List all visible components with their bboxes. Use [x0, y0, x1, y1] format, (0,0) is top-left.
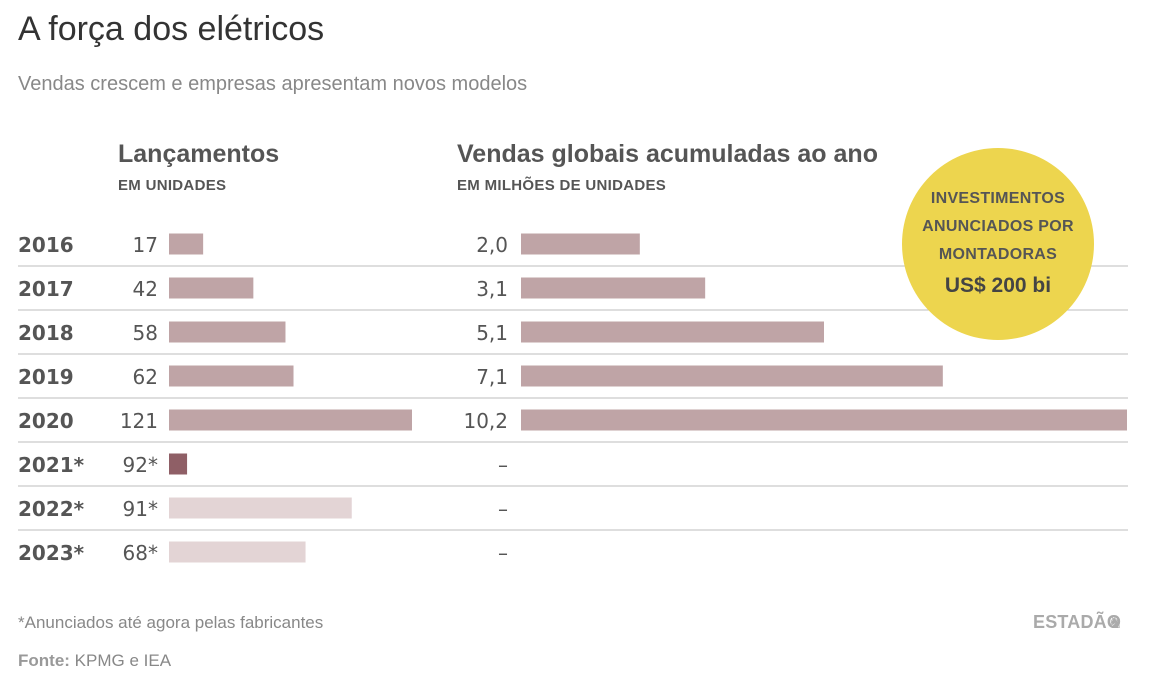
sales-value-label: 10,2: [463, 409, 508, 433]
footnote: *Anunciados até agora pelas fabricantes: [18, 613, 324, 632]
launches-value-label: 68*: [123, 541, 158, 565]
launches-panel-unit: EM UNIDADES: [118, 177, 227, 194]
launches-value-label: 58: [133, 321, 158, 345]
launches-value-label: 121: [120, 409, 158, 433]
year-label: 2017: [18, 277, 74, 301]
launches-bar: [169, 277, 254, 299]
sales-panel-title: Vendas globais acumuladas ao ano: [457, 140, 878, 168]
year-label: 2019: [18, 365, 74, 389]
year-label: 2022*: [18, 497, 85, 521]
callout-line: MONTADORAS: [938, 246, 1058, 263]
bar-chart: 2016 17 2,0 2017 42 3,1 2018 58 5,1 2019 62 7,1 2020…: [18, 233, 1128, 565]
launches-bar: [169, 233, 204, 255]
year-label: 2023*: [18, 541, 85, 565]
launches-value-label: 62: [133, 365, 158, 389]
investment-callout: INVESTIMENTOS ANUNCIADOS POR MONTADORAS …: [902, 148, 1094, 340]
publisher-logo: ESTADÃO: [1033, 612, 1122, 632]
sales-value-label: –: [498, 497, 508, 521]
source-note: Fonte: KPMG e IEA: [18, 651, 171, 671]
sales-value-label: –: [498, 453, 508, 477]
launches-bar: [169, 453, 188, 475]
launches-bar: [169, 409, 412, 431]
source-text: KPMG e IEA: [74, 651, 172, 670]
year-label: 2016: [18, 233, 74, 257]
sales-panel-unit: EM MILHÕES DE UNIDADES: [457, 177, 667, 194]
chart-title: A força dos elétricos: [18, 10, 325, 48]
year-label: 2020: [18, 409, 74, 433]
sales-bar: [521, 277, 706, 299]
launches-bar: [169, 365, 294, 387]
callout-amount: US$ 200 bi: [944, 274, 1052, 297]
horse-rider-icon: ♞: [1108, 615, 1123, 632]
callout-line: INVESTIMENTOS: [930, 190, 1066, 207]
sales-value-label: 2,0: [476, 233, 508, 257]
launches-panel-title: Lançamentos: [118, 140, 280, 168]
sales-bar: [521, 321, 824, 343]
launches-bar: [169, 497, 352, 519]
sales-value-label: 3,1: [476, 277, 508, 301]
launches-value-label: 42: [133, 277, 158, 301]
launches-bar: [169, 541, 306, 563]
source-label: Fonte:: [18, 651, 70, 670]
callout-line: ANUNCIADOS POR: [922, 218, 1074, 235]
launches-value-label: 91*: [123, 497, 158, 521]
chart-subtitle: Vendas crescem e empresas apresentam nov…: [18, 73, 528, 95]
year-label: 2018: [18, 321, 74, 345]
sales-bar: [521, 409, 1127, 431]
sales-value-label: 5,1: [476, 321, 508, 345]
sales-bar: [521, 365, 943, 387]
launches-value-label: 17: [133, 233, 158, 257]
year-label: 2021*: [18, 453, 85, 477]
launches-bar: [169, 321, 286, 343]
sales-bar: [521, 233, 640, 255]
sales-value-label: 7,1: [476, 365, 508, 389]
launches-value-label: 92*: [123, 453, 158, 477]
sales-value-label: –: [498, 541, 508, 565]
